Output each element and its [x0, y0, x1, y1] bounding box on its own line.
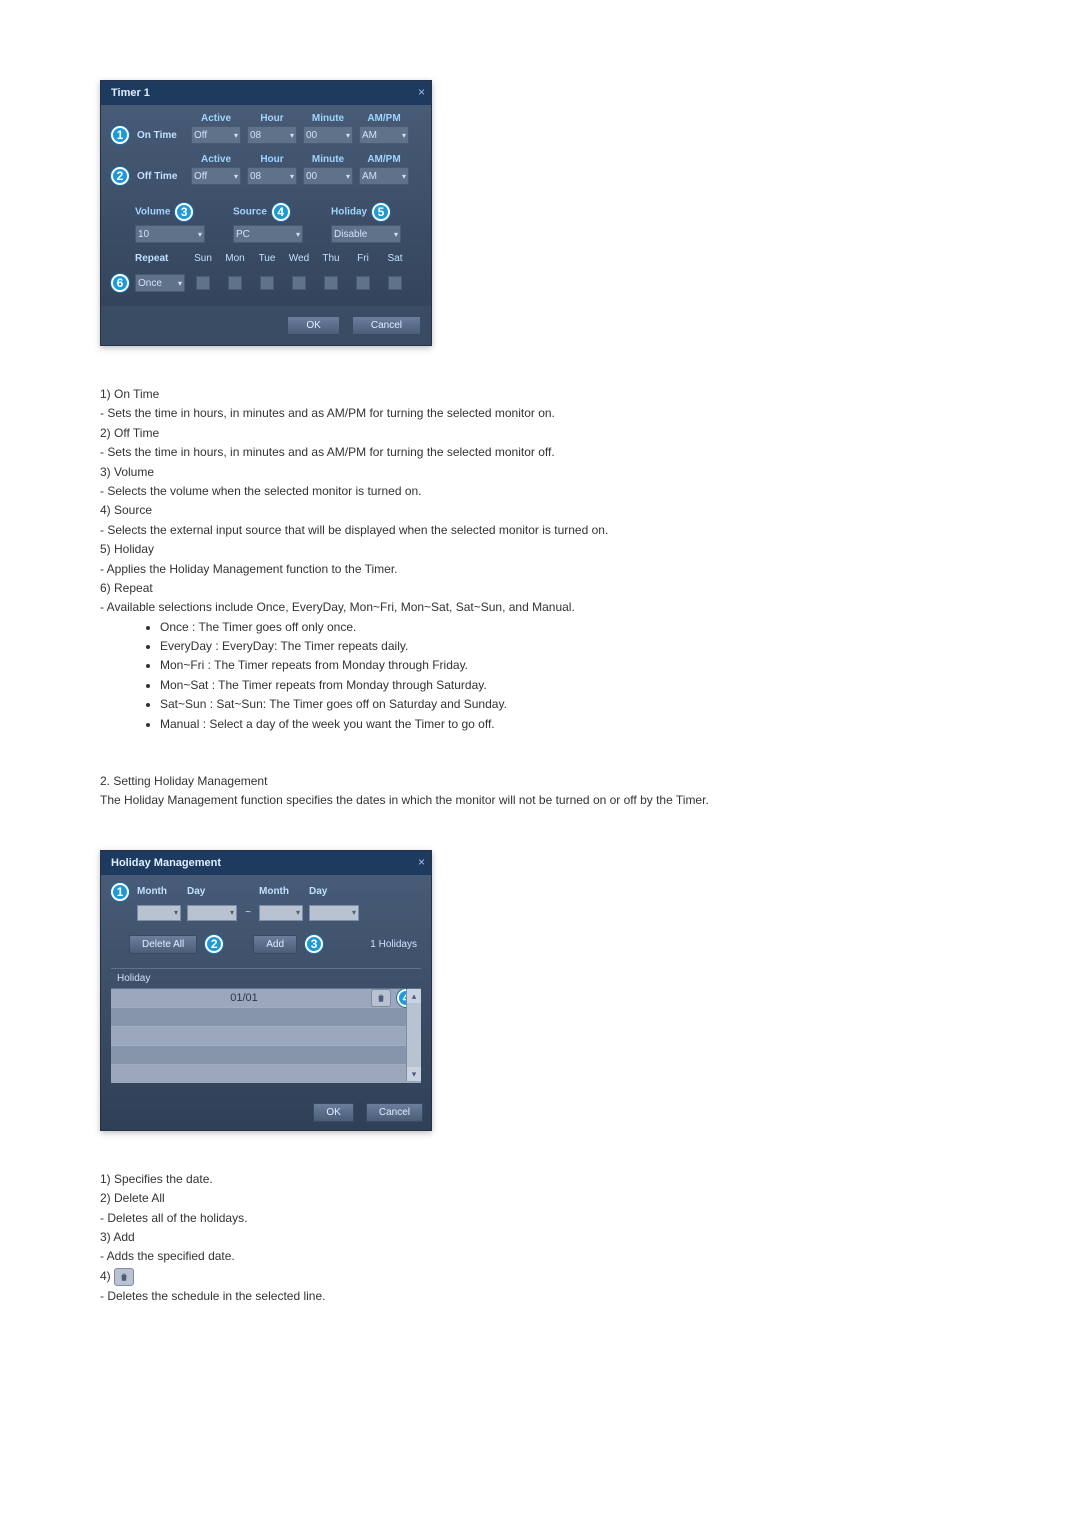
marker-1: 1: [111, 126, 129, 144]
month-from-select[interactable]: [137, 905, 181, 921]
desc-line: - Deletes the schedule in the selected l…: [100, 1288, 980, 1305]
holiday-heading: 2. Setting Holiday Management: [100, 773, 980, 790]
holiday-row[interactable]: 01/01 4: [111, 989, 421, 1008]
desc-bullet: EveryDay : EveryDay: The Timer repeats d…: [160, 638, 980, 655]
holiday-row: [111, 1027, 421, 1046]
holiday-row: [111, 1046, 421, 1065]
delete-all-button[interactable]: Delete All: [129, 935, 197, 954]
holiday-table-header: Holiday: [111, 969, 421, 989]
repeat-chk-mon[interactable]: [228, 276, 242, 290]
desc-line: - Available selections include Once, Eve…: [100, 599, 980, 616]
holiday-cancel-button[interactable]: Cancel: [366, 1103, 423, 1122]
timer-dialog: Timer 1 × Active Hour Minute AM/PM 1 On …: [100, 80, 432, 346]
ontime-active-select[interactable]: Off: [191, 126, 241, 144]
holiday-select[interactable]: Disable: [331, 225, 401, 243]
desc-item: 1) On Time: [100, 386, 980, 403]
marker-5: 5: [372, 203, 390, 221]
holiday-description: 1) Specifies the date. 2) Delete All - Del…: [100, 1171, 980, 1305]
day-from-select[interactable]: [187, 905, 237, 921]
volume-select[interactable]: 10: [135, 225, 205, 243]
trash-icon[interactable]: [371, 989, 391, 1007]
repeat-chk-sun[interactable]: [196, 276, 210, 290]
desc-bullet: Mon~Sat : The Timer repeats from Monday …: [160, 677, 980, 694]
holiday-dialog-title: Holiday Management: [101, 851, 431, 875]
hmarker-1: 1: [111, 883, 129, 901]
marker-3: 3: [175, 203, 193, 221]
timer-ok-button[interactable]: OK: [287, 316, 339, 335]
close-icon[interactable]: ×: [418, 85, 425, 99]
desc-line: - Adds the specified date.: [100, 1248, 980, 1265]
ontime-ampm-select[interactable]: AM: [359, 126, 409, 144]
desc-item: 2) Delete All: [100, 1190, 980, 1207]
desc-item: 4) Source: [100, 502, 980, 519]
holiday-row: [111, 1065, 421, 1083]
repeat-chk-tue[interactable]: [260, 276, 274, 290]
holiday-count: 1 Holidays: [370, 939, 421, 950]
desc-item: 1) Specifies the date.: [100, 1171, 980, 1188]
desc-item: 3) Volume: [100, 464, 980, 481]
desc-bullet: Sat~Sun : Sat~Sun: The Timer goes off on…: [160, 696, 980, 713]
scroll-up-icon[interactable]: ▴: [407, 989, 421, 1003]
repeat-label: Repeat: [135, 253, 185, 264]
holiday-text: The Holiday Management function specifie…: [100, 792, 980, 809]
offtime-minute-select[interactable]: 00: [303, 167, 353, 185]
desc-line: - Applies the Holiday Management functio…: [100, 561, 980, 578]
source-select[interactable]: PC: [233, 225, 303, 243]
holiday-row: [111, 1008, 421, 1027]
month-to-select[interactable]: [259, 905, 303, 921]
repeat-select[interactable]: Once: [135, 274, 185, 292]
marker-4: 4: [272, 203, 290, 221]
day-to-select[interactable]: [309, 905, 359, 921]
ontime-label: On Time: [137, 130, 185, 141]
repeat-chk-fri[interactable]: [356, 276, 370, 290]
col-minute: Minute: [303, 113, 353, 124]
desc-bullet: Once : The Timer goes off only once.: [160, 619, 980, 636]
desc-item: 2) Off Time: [100, 425, 980, 442]
hmarker-3: 3: [305, 935, 323, 953]
desc-line: - Selects the volume when the selected m…: [100, 483, 980, 500]
offtime-ampm-select[interactable]: AM: [359, 167, 409, 185]
repeat-chk-wed[interactable]: [292, 276, 306, 290]
repeat-chk-sat[interactable]: [388, 276, 402, 290]
close-icon[interactable]: ×: [418, 855, 425, 869]
desc-bullet: Mon~Fri : The Timer repeats from Monday …: [160, 657, 980, 674]
scrollbar[interactable]: ▴ ▾: [406, 989, 421, 1081]
desc-item: 5) Holiday: [100, 541, 980, 558]
desc-bullet: Manual : Select a day of the week you wa…: [160, 716, 980, 733]
hmarker-2: 2: [205, 935, 223, 953]
desc-item: 6) Repeat: [100, 580, 980, 597]
timer-dialog-title: Timer 1: [101, 81, 431, 105]
desc-line: - Sets the time in hours, in minutes and…: [100, 444, 980, 461]
desc-line: - Deletes all of the holidays.: [100, 1210, 980, 1227]
holiday-ok-button[interactable]: OK: [313, 1103, 353, 1122]
desc-line: - Selects the external input source that…: [100, 522, 980, 539]
ontime-minute-select[interactable]: 00: [303, 126, 353, 144]
repeat-chk-thu[interactable]: [324, 276, 338, 290]
timer-description: 1) On Time - Sets the time in hours, in m…: [100, 386, 980, 733]
offtime-label: Off Time: [137, 171, 185, 182]
desc-item: 3) Add: [100, 1229, 980, 1246]
desc-line: - Sets the time in hours, in minutes and…: [100, 405, 980, 422]
offtime-active-select[interactable]: Off: [191, 167, 241, 185]
scroll-down-icon[interactable]: ▾: [407, 1067, 421, 1081]
col-ampm: AM/PM: [359, 113, 409, 124]
marker-2: 2: [111, 167, 129, 185]
timer-cancel-button[interactable]: Cancel: [352, 316, 421, 335]
desc-item: 4): [100, 1268, 980, 1286]
add-button[interactable]: Add: [253, 935, 297, 954]
col-active: Active: [191, 113, 241, 124]
holiday-dialog: Holiday Management × 1 Month Day Month D…: [100, 850, 432, 1131]
offtime-hour-select[interactable]: 08: [247, 167, 297, 185]
col-hour: Hour: [247, 113, 297, 124]
ontime-hour-select[interactable]: 08: [247, 126, 297, 144]
marker-6: 6: [111, 274, 129, 292]
